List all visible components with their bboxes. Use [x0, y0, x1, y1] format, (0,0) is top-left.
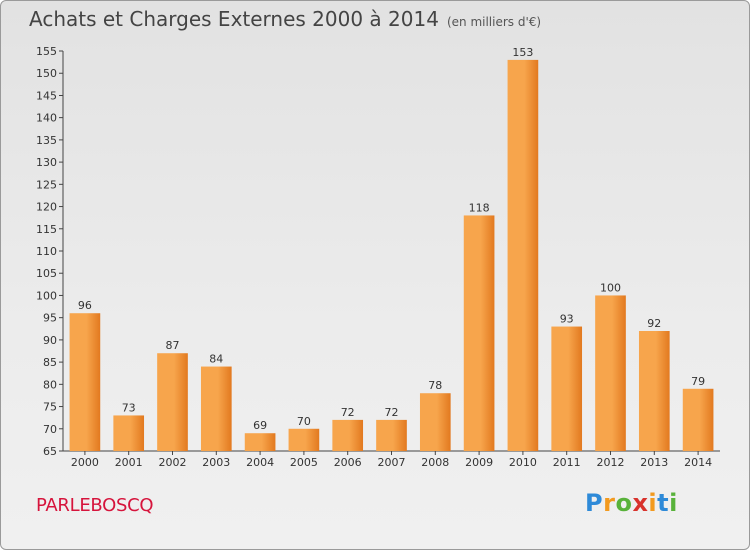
x-tick-label: 2000	[71, 456, 99, 469]
bar-value-label: 100	[600, 281, 621, 294]
y-tick-label: 140	[36, 112, 57, 125]
y-tick-label: 90	[43, 334, 57, 347]
bar	[638, 331, 670, 451]
x-tick-label: 2012	[597, 456, 625, 469]
bar-value-label: 92	[647, 317, 661, 330]
commune-name: PARLEBOSCQ	[36, 495, 154, 516]
x-tick-label: 2010	[509, 456, 537, 469]
bar-value-label: 72	[341, 406, 355, 419]
y-tick-label: 95	[43, 312, 57, 325]
bar	[507, 59, 539, 452]
x-tick-label: 2002	[159, 456, 187, 469]
y-tick-label: 80	[43, 378, 57, 391]
y-tick-label: 115	[36, 223, 57, 236]
x-tick-label: 2013	[640, 456, 668, 469]
y-tick-label: 110	[36, 245, 57, 258]
chart-title: Achats et Charges Externes 2000 à 2014 (e…	[29, 7, 541, 31]
bar	[376, 419, 407, 451]
value-labels-group: 96 73 87 84 69 70 72 72 78 118 153 93 100 92 79	[78, 46, 705, 432]
bar-value-label: 118	[469, 201, 490, 214]
bar-value-label: 69	[253, 419, 267, 432]
y-tick-label: 125	[36, 178, 57, 191]
bar	[200, 366, 232, 451]
logo-letter: o	[615, 489, 633, 517]
bar	[682, 388, 714, 451]
x-axis: 2000 2001 2002 2003 2004 2005 2006 2007 2008 2009…	[63, 450, 720, 469]
logo-letter: t	[657, 489, 670, 517]
bar-value-label: 78	[428, 379, 442, 392]
bar-value-label: 72	[385, 406, 399, 419]
x-tick-label: 2003	[202, 456, 230, 469]
y-tick-label: 145	[36, 89, 57, 102]
bar	[595, 295, 626, 451]
bar-value-label: 153	[512, 46, 533, 59]
x-tick-label: 2007	[378, 456, 406, 469]
bar	[157, 353, 188, 451]
bar	[332, 419, 364, 451]
bar-value-label: 73	[122, 401, 136, 414]
bar-value-label: 79	[691, 375, 705, 388]
bar	[288, 428, 320, 451]
proxiti-logo[interactable]: Proxiti	[585, 489, 678, 517]
y-tick-label: 75	[43, 401, 57, 414]
bar-value-label: 93	[560, 313, 574, 326]
logo-letter: r	[603, 489, 616, 517]
x-tick-label: 2006	[334, 456, 362, 469]
bar	[69, 313, 101, 451]
logo-letter: x	[632, 489, 649, 517]
y-tick-label: 120	[36, 201, 57, 214]
y-tick-label: 70	[43, 423, 57, 436]
y-axis: 65 70 75 80 85 90 95 100 105 110 115 120 125 130 135 14…	[36, 45, 64, 458]
x-tick-label: 2004	[246, 456, 274, 469]
logo-letter: P	[585, 489, 604, 517]
y-tick-label: 150	[36, 67, 57, 80]
chart-title-text: Achats et Charges Externes 2000 à 2014	[29, 7, 439, 31]
bar-value-label: 96	[78, 299, 92, 312]
chart-subtitle: (en milliers d'€)	[446, 15, 542, 29]
y-tick-label: 155	[36, 45, 57, 58]
bar	[113, 415, 145, 451]
logo-letter: i	[669, 489, 678, 517]
y-tick-label: 100	[36, 289, 57, 302]
x-tick-label: 2001	[115, 456, 143, 469]
bar	[551, 326, 583, 451]
bar-value-label: 87	[166, 339, 180, 352]
bar	[244, 433, 276, 451]
y-tick-label: 135	[36, 134, 57, 147]
x-tick-label: 2011	[553, 456, 581, 469]
bar-value-label: 84	[209, 353, 223, 366]
x-tick-label: 2008	[421, 456, 449, 469]
bar	[463, 215, 495, 451]
y-tick-label: 105	[36, 267, 57, 280]
bar-value-label: 70	[297, 415, 311, 428]
logo-letter: i	[648, 489, 658, 517]
x-tick-label: 2005	[290, 456, 318, 469]
bar	[419, 393, 451, 451]
bars-group	[69, 59, 714, 452]
y-tick-label: 65	[43, 445, 57, 458]
x-tick-label: 2009	[465, 456, 493, 469]
y-tick-label: 130	[36, 156, 57, 169]
y-tick-label: 85	[43, 356, 57, 369]
x-tick-label: 2014	[684, 456, 712, 469]
